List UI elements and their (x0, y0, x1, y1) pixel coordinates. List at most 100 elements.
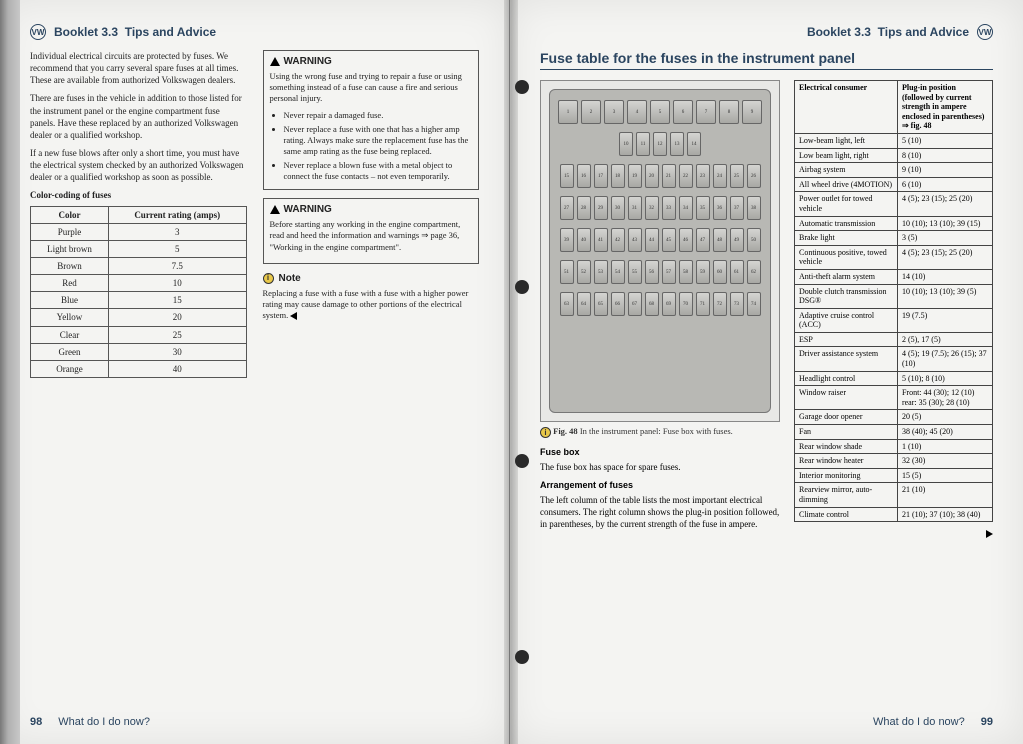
binder-hole (515, 280, 529, 294)
right-right-column: Electrical consumer Plug-in position (fo… (794, 80, 993, 542)
table-cell: Blue (31, 292, 109, 309)
fuse-slot: 30 (611, 196, 625, 220)
fuse-slot: 32 (645, 196, 659, 220)
fuse-slot: 20 (645, 164, 659, 188)
body-text: Fuse box The fuse box has space for spar… (540, 446, 780, 531)
warning-lead: Using the wrong fuse and trying to repai… (270, 71, 473, 104)
fuse-slot: 61 (730, 260, 744, 284)
table-cell: Automatic transmission (795, 216, 898, 231)
table-cell: Garage door opener (795, 410, 898, 425)
info-circle-icon: i (540, 427, 551, 438)
fuse-slot: 68 (645, 292, 659, 316)
booklet-number: Booklet 3.3 (54, 25, 118, 39)
table-cell: Driver assistance system (795, 347, 898, 371)
table-header: Color (31, 206, 109, 223)
warning-body: Before starting any working in the engin… (270, 219, 473, 252)
table-cell: 2 (5), 17 (5) (897, 332, 992, 347)
fuse-slot: 72 (713, 292, 727, 316)
fuse-slot: 52 (577, 260, 591, 284)
warning-triangle-icon (270, 205, 280, 214)
fuse-slot: 26 (747, 164, 761, 188)
table-cell: 4 (5); 23 (15); 25 (20) (897, 192, 992, 216)
table-cell: Rear window shade (795, 439, 898, 454)
warning-bullets: Never repair a damaged fuse. Never repla… (270, 110, 473, 182)
left-page: VW Booklet 3.3 Tips and Advice Individua… (0, 0, 510, 744)
fuse-diagram: 1234567891011121314151617181920212223242… (540, 80, 780, 422)
book-spine (504, 0, 518, 744)
color-coding-heading: Color-coding of fuses (30, 189, 247, 201)
fuse-slot: 34 (679, 196, 693, 220)
table-cell: Headlight control (795, 371, 898, 386)
page-number: 98 (30, 716, 42, 728)
end-triangle-icon (290, 312, 297, 320)
fuse-slot: 42 (611, 228, 625, 252)
fuse-slot: 17 (594, 164, 608, 188)
table-cell: Green (31, 343, 109, 360)
binder-hole (515, 454, 529, 468)
section-title: Fuse table for the fuses in the instrume… (540, 50, 993, 70)
table-cell: 6 (10) (897, 177, 992, 192)
table-cell: Fan (795, 425, 898, 440)
table-cell: All wheel drive (4MOTION) (795, 177, 898, 192)
fuse-slot: 22 (679, 164, 693, 188)
note-body: Replacing a fuse with a fuse with a fuse… (263, 288, 480, 321)
table-cell: 9 (10) (897, 163, 992, 178)
table-cell: 5 (108, 240, 246, 257)
warning-box: WARNING Using the wrong fuse and trying … (263, 50, 480, 190)
fuse-slot: 18 (611, 164, 625, 188)
fuse-slot: 6 (673, 100, 693, 124)
right-page: Booklet 3.3 Tips and Advice VW Fuse tabl… (510, 0, 1023, 744)
table-cell: Purple (31, 223, 109, 240)
table-cell: 10 (10); 13 (10); 39 (5) (897, 284, 992, 308)
fuse-slot: 48 (713, 228, 727, 252)
page-number: 99 (981, 716, 993, 728)
fuse-slot: 40 (577, 228, 591, 252)
figure-text: In the instrument panel: Fuse box with f… (580, 426, 733, 436)
warning-triangle-icon (270, 57, 280, 66)
fuse-slot: 10 (619, 132, 633, 156)
fuse-slot: 59 (696, 260, 710, 284)
binder-hole (515, 650, 529, 664)
warning-bullet: Never replace a fuse with one that has a… (284, 124, 473, 157)
table-cell: Airbag system (795, 163, 898, 178)
fuse-slot: 39 (560, 228, 574, 252)
fuse-slot: 33 (662, 196, 676, 220)
fuse-slot: 29 (594, 196, 608, 220)
subheading: Arrangement of fuses (540, 479, 780, 491)
fuse-slot: 35 (696, 196, 710, 220)
fuse-slot: 74 (747, 292, 761, 316)
table-cell: 3 (108, 223, 246, 240)
table-cell: 4 (5); 19 (7.5); 26 (15); 37 (10) (897, 347, 992, 371)
fuse-slot: 38 (747, 196, 761, 220)
fuse-slot: 71 (696, 292, 710, 316)
fuse-slot: 64 (577, 292, 591, 316)
table-cell: Adaptive cruise control (ACC) (795, 308, 898, 332)
fuse-slot: 19 (628, 164, 642, 188)
fuse-slot: 53 (594, 260, 608, 284)
table-cell: 5 (10); 8 (10) (897, 371, 992, 386)
booklet-label: Booklet 3.3 Tips and Advice (54, 25, 216, 39)
table-cell: 40 (108, 360, 246, 377)
table-cell: Orange (31, 360, 109, 377)
figure-label: Fig. 48 (553, 426, 578, 436)
table-cell: 5 (10) (897, 133, 992, 148)
fuse-slot: 37 (730, 196, 744, 220)
book-spread: VW Booklet 3.3 Tips and Advice Individua… (0, 0, 1023, 744)
table-cell: 8 (10) (897, 148, 992, 163)
table-cell: Light brown (31, 240, 109, 257)
table-header: Current rating (amps) (108, 206, 246, 223)
fuse-slot: 3 (604, 100, 624, 124)
fuse-panel: 1234567891011121314151617181920212223242… (549, 89, 771, 413)
fuse-table-header: Plug-in position (followed by current st… (897, 81, 992, 134)
warning-bullet: Never repair a damaged fuse. (284, 110, 473, 121)
color-coding-table: Color Current rating (amps) Purple3Light… (30, 206, 247, 378)
table-cell: 14 (10) (897, 269, 992, 284)
fuse-slot: 16 (577, 164, 591, 188)
body-para: The fuse box has space for spare fuses. (540, 461, 780, 473)
fuse-table: Electrical consumer Plug-in position (fo… (794, 80, 993, 522)
warning-bullet: Never replace a blown fuse with a metal … (284, 160, 473, 182)
arrow-right-icon (986, 530, 993, 538)
left-column: Individual electrical circuits are prote… (30, 50, 247, 378)
page-header-right: Booklet 3.3 Tips and Advice VW (540, 24, 993, 40)
fuse-slot: 62 (747, 260, 761, 284)
